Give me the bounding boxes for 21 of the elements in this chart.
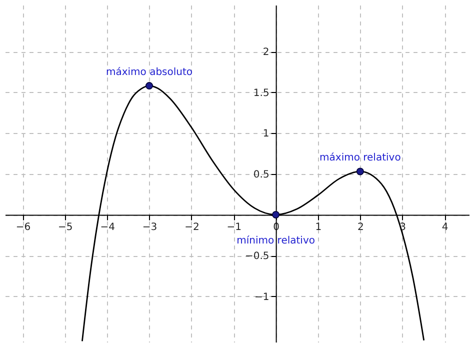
y-tick-label: 1 [262,128,270,140]
x-tick-label: −3 [142,222,158,234]
x-tick-label: −4 [100,222,115,234]
y-tick-label: 1.5 [253,88,270,99]
point [146,82,154,90]
annotation: máximo absoluto [106,66,193,78]
annotation: mínimo relativo [236,236,315,247]
x-tick-label: 4 [442,222,448,234]
y-tick-label: 2 [262,47,270,58]
x-tick-label: −6 [16,222,31,234]
y-tick-label: −1 [254,292,270,303]
point [356,168,364,176]
x-tick-label: 2 [357,222,364,234]
y-tick-label: 0.5 [253,169,270,180]
point [272,210,280,218]
annotation: máximo relativo [320,152,401,164]
y-tick-label: −0.5 [245,251,270,262]
x-tick-label: −1 [226,222,242,234]
x-tick-label: 1 [315,222,322,234]
x-tick-label: −2 [184,222,200,234]
x-tick-label: −5 [58,222,73,234]
